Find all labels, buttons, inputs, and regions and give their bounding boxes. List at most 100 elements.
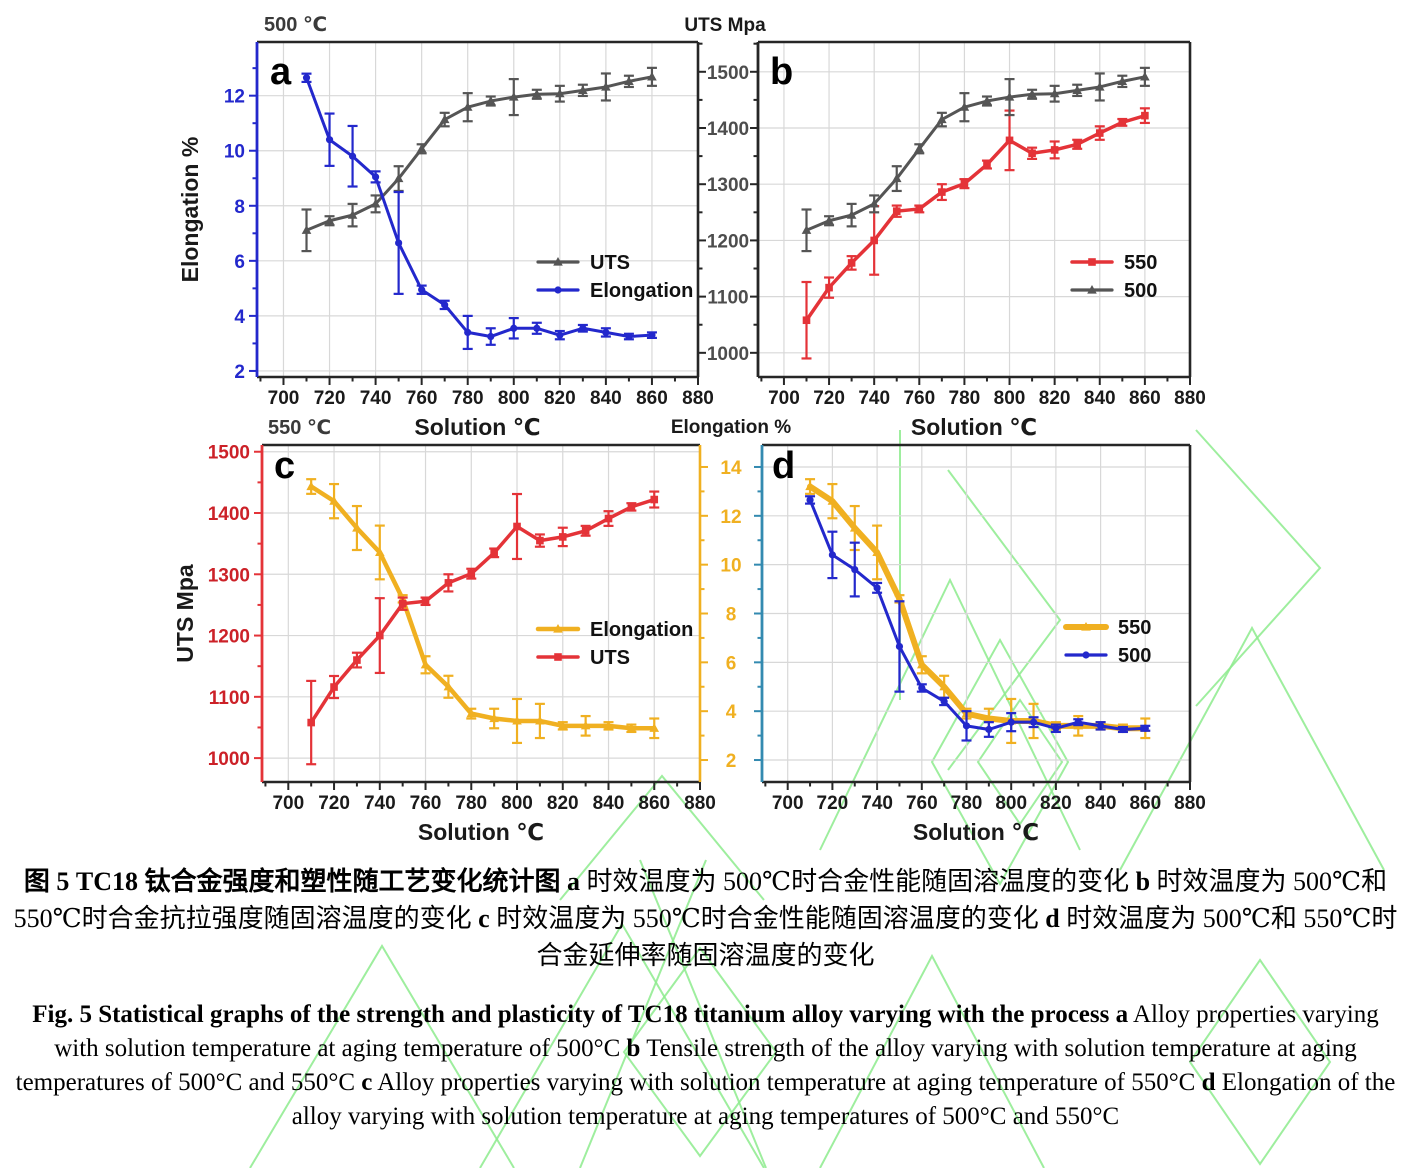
- caption-segment: b: [626, 1035, 641, 1062]
- svg-text:720: 720: [314, 388, 346, 409]
- watermark-shape: [819, 953, 1045, 1168]
- svg-text:10: 10: [224, 142, 245, 163]
- caption-segment: b: [1135, 867, 1151, 896]
- svg-text:1500: 1500: [707, 63, 749, 84]
- svg-text:820: 820: [1039, 388, 1071, 409]
- caption-segment: a: [1115, 1001, 1129, 1028]
- svg-text:740: 740: [360, 388, 392, 409]
- svg-text:740: 740: [364, 793, 396, 814]
- panel-corner-title: 500 ℃: [264, 14, 327, 36]
- svg-text:860: 860: [638, 793, 670, 814]
- watermark-shape: [559, 774, 765, 901]
- svg-text:1300: 1300: [208, 565, 250, 586]
- watermark-shape: [622, 946, 778, 1158]
- legend-label: Elongation: [590, 619, 693, 641]
- watermark-shape: [479, 922, 765, 1168]
- panel-letter: b: [770, 51, 793, 93]
- legend-label: 500: [1124, 280, 1157, 302]
- svg-text:880: 880: [684, 793, 716, 814]
- caption-segment: 时效温度为 500℃和 550℃时合金抗拉强度随固溶温度的变化: [13, 867, 1388, 933]
- caption-segment: Elongation of the alloy varying with sol…: [291, 1069, 1396, 1130]
- svg-text:700: 700: [772, 793, 804, 814]
- svg-text:800: 800: [995, 793, 1027, 814]
- svg-text:780: 780: [455, 793, 487, 814]
- svg-text:880: 880: [682, 388, 714, 409]
- svg-text:4: 4: [234, 307, 245, 328]
- caption-segment: c: [478, 903, 490, 933]
- legend-label: Elongation: [590, 280, 693, 302]
- svg-text:840: 840: [1084, 388, 1116, 409]
- svg-text:12: 12: [224, 87, 245, 108]
- caption-segment: Alloy properties varying with solution t…: [54, 1001, 1379, 1062]
- svg-text:880: 880: [1174, 793, 1206, 814]
- caption-english: Fig. 5 Statistical graphs of the strengt…: [0, 998, 1411, 1134]
- panel-letter: a: [270, 51, 292, 93]
- x-axis-label: Solution ℃: [911, 414, 1037, 440]
- svg-text:720: 720: [817, 793, 849, 814]
- series-550: [805, 478, 1151, 745]
- gridlines: [257, 42, 698, 377]
- svg-text:2: 2: [726, 751, 737, 772]
- gridlines: [758, 42, 1190, 377]
- shared-axis-title: Elongation %: [671, 417, 791, 438]
- x-axis-label: Solution ℃: [913, 819, 1039, 845]
- svg-text:1100: 1100: [209, 688, 250, 709]
- svg-text:780: 780: [951, 793, 983, 814]
- svg-text:860: 860: [1129, 793, 1161, 814]
- axes: 700 720 740 760 780 800 820 840 860 880 2 4 6 8 10 12 10…: [224, 40, 749, 409]
- series-elongation: [306, 478, 660, 745]
- svg-text:800: 800: [501, 793, 533, 814]
- watermark-shape: [976, 698, 1064, 826]
- series-500: [805, 495, 1151, 742]
- svg-text:2: 2: [234, 362, 245, 383]
- svg-text:720: 720: [318, 793, 350, 814]
- axes: 700 720 740 760 780 800 820 840 860 880 1000 1100 12…: [208, 443, 742, 814]
- series-uts: [306, 490, 660, 766]
- caption-segment: Alloy properties varying with solution t…: [372, 1069, 1202, 1096]
- x-axis-label: Solution ℃: [414, 414, 540, 440]
- panel-b-chart: 700 720 740 760 780 800 820 840 860 880 Solution ℃…: [750, 40, 1206, 440]
- panel-corner-title: 550 ℃: [268, 417, 331, 439]
- svg-text:800: 800: [498, 388, 530, 409]
- y-axis-label: Elongation %: [177, 137, 203, 283]
- svg-text:840: 840: [1085, 793, 1117, 814]
- legend-label: 500: [1118, 645, 1151, 667]
- svg-text:700: 700: [768, 388, 800, 409]
- legend-a: UTS Elongation: [536, 252, 693, 302]
- axes: 700 720 740 760 780 800 820 840 860 880: [750, 40, 1206, 409]
- svg-text:760: 760: [906, 793, 938, 814]
- legend-label: UTS: [590, 647, 630, 669]
- caption-segment: a: [566, 867, 580, 896]
- watermark-shape: [579, 859, 707, 1168]
- series-550: [801, 107, 1150, 360]
- watermark-shape: [249, 944, 515, 1168]
- caption-segment: 时效温度为 550℃时合金性能随固溶温度的变化: [489, 903, 1046, 933]
- watermark-shape: [1195, 429, 1322, 707]
- svg-text:6: 6: [234, 252, 245, 273]
- svg-text:10: 10: [720, 556, 741, 577]
- legend-label: 550: [1118, 617, 1151, 639]
- svg-text:1500: 1500: [208, 443, 250, 464]
- svg-text:8: 8: [234, 197, 245, 218]
- panel-a-chart: 700 720 740 760 780 800 820 840 860 880 2 4 6 8 10 12 10…: [177, 14, 766, 440]
- caption-segment: d: [1201, 1069, 1216, 1096]
- caption-segment: c: [361, 1069, 373, 1096]
- watermark-shape: [639, 859, 767, 1168]
- svg-text:840: 840: [590, 388, 622, 409]
- watermark-shape: [1188, 958, 1332, 1166]
- svg-text:1400: 1400: [208, 504, 250, 525]
- svg-text:880: 880: [1174, 388, 1206, 409]
- caption-segment: Fig. 5 Statistical graphs of the strengt…: [32, 1001, 1116, 1028]
- svg-text:760: 760: [406, 388, 438, 409]
- legend-c: Elongation UTS: [535, 619, 693, 669]
- svg-text:740: 740: [861, 793, 893, 814]
- svg-text:860: 860: [636, 388, 668, 409]
- caption-segment: 图 5 TC18 钛合金强度和塑性随工艺变化统计图: [23, 867, 567, 896]
- watermark-shape: [1119, 625, 1385, 871]
- svg-text:1000: 1000: [208, 749, 250, 770]
- axes: 700 720 740 760 780 800 820 840 860 880: [754, 443, 1206, 814]
- svg-text:740: 740: [858, 388, 890, 409]
- caption-chinese: 图 5 TC18 钛合金强度和塑性随工艺变化统计图 a 时效温度为 500℃时合…: [0, 864, 1411, 975]
